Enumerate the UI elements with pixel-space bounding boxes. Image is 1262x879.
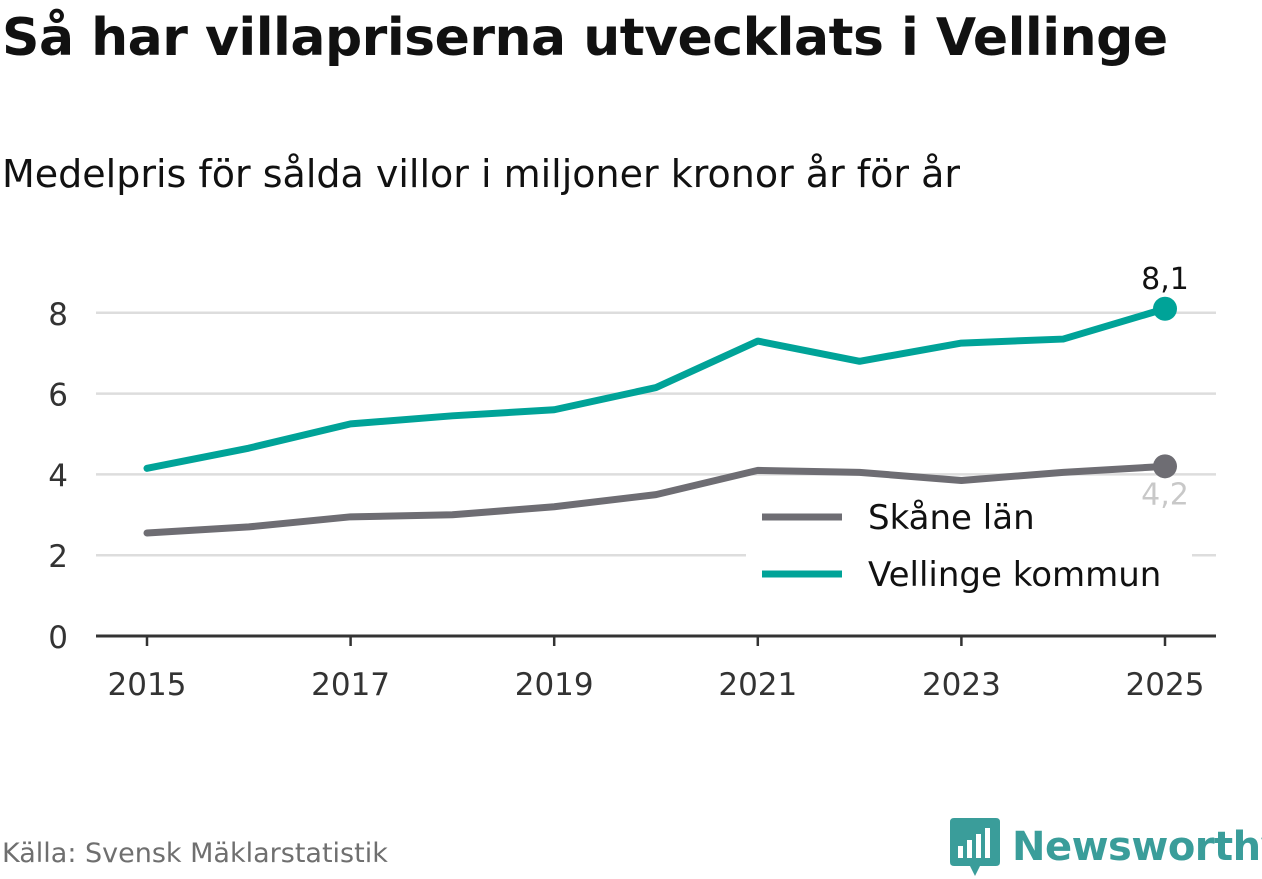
x-tick-label: 2015 [108,667,187,703]
chart-title: Så har villapriserna utvecklats i Vellin… [2,8,1168,68]
x-tick-label: 2023 [922,667,1001,703]
series-lines [143,305,1169,537]
chart-subtitle: Medelpris för sålda villor i miljoner kr… [2,152,961,196]
x-tick-label: 2021 [718,667,797,703]
newsworthy-logo-icon [950,818,1000,876]
end-value-label: 8,1 [1141,262,1189,297]
source-note: Källa: Svensk Mäklarstatistik [2,838,388,869]
series-line-vellinge-kommun [143,305,1169,472]
x-tick-label: 2019 [515,667,594,703]
end-point-marker [1153,454,1177,479]
y-tick-label: 8 [48,297,68,333]
y-tick-label: 6 [48,378,68,414]
legend-label: Vellinge kommun [868,555,1161,595]
y-tick-label: 4 [48,458,68,494]
legend-label: Skåne län [868,498,1035,538]
legend-background [746,486,1192,604]
x-tick-label: 2017 [311,667,390,703]
brand-logo[interactable]: Newsworthy [950,818,1262,876]
y-tick-label: 0 [48,620,68,656]
end-labels: 4,2 8,1 [1141,262,1189,513]
legend: Skåne län Vellinge kommun [746,486,1192,604]
x-axis-ticks: 2015 2017 2019 2021 2023 2025 [108,636,1205,703]
brand-name: Newsworthy [1012,824,1262,870]
end-value-label: 4,2 [1141,477,1189,512]
end-point-marker [1153,296,1177,321]
x-tick-label: 2025 [1126,667,1205,703]
y-tick-label: 2 [48,539,68,575]
y-axis-ticks: 0 2 4 6 8 [48,297,68,656]
